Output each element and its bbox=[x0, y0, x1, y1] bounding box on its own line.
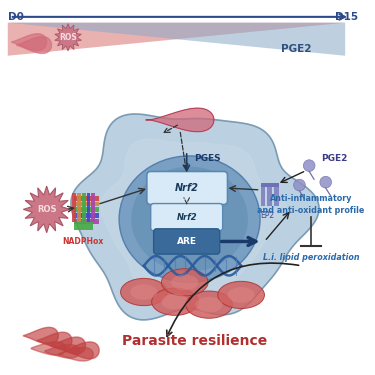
Bar bbox=[267, 185, 272, 207]
Circle shape bbox=[294, 179, 305, 191]
Polygon shape bbox=[100, 139, 286, 294]
Bar bbox=[74, 202, 99, 207]
Ellipse shape bbox=[171, 274, 198, 290]
Text: PGES: PGES bbox=[195, 154, 221, 164]
FancyBboxPatch shape bbox=[151, 204, 223, 231]
Text: L.i. lipid peroxidation: L.i. lipid peroxidation bbox=[263, 254, 360, 262]
Polygon shape bbox=[45, 345, 80, 358]
Polygon shape bbox=[12, 34, 46, 51]
Polygon shape bbox=[37, 332, 72, 349]
Ellipse shape bbox=[131, 166, 248, 272]
Ellipse shape bbox=[161, 294, 189, 309]
Bar bbox=[274, 185, 279, 207]
Bar bbox=[92, 193, 95, 222]
Bar bbox=[261, 185, 266, 207]
Ellipse shape bbox=[119, 156, 260, 282]
Text: Anti-inflammatory
and anti-oxidant profile: Anti-inflammatory and anti-oxidant profi… bbox=[258, 194, 365, 215]
Polygon shape bbox=[8, 23, 345, 56]
FancyBboxPatch shape bbox=[147, 171, 228, 204]
Ellipse shape bbox=[130, 284, 158, 300]
Bar bbox=[74, 196, 99, 201]
Text: PGE2: PGE2 bbox=[281, 44, 312, 54]
Ellipse shape bbox=[152, 288, 198, 315]
Text: D15: D15 bbox=[334, 12, 358, 22]
Text: NADPHox: NADPHox bbox=[62, 237, 103, 246]
Ellipse shape bbox=[186, 291, 232, 318]
Ellipse shape bbox=[161, 268, 208, 296]
Text: ROS: ROS bbox=[59, 33, 77, 42]
Polygon shape bbox=[31, 342, 66, 355]
Polygon shape bbox=[8, 23, 345, 56]
Polygon shape bbox=[146, 108, 214, 132]
Bar bbox=[74, 207, 99, 212]
Text: ARE: ARE bbox=[177, 237, 197, 246]
Text: Parasite resilience: Parasite resilience bbox=[122, 334, 267, 348]
Polygon shape bbox=[58, 348, 93, 361]
Text: PGE2: PGE2 bbox=[321, 154, 347, 164]
Polygon shape bbox=[16, 37, 51, 54]
Bar bbox=[74, 219, 99, 224]
Circle shape bbox=[320, 176, 332, 188]
Bar bbox=[72, 193, 76, 222]
Polygon shape bbox=[23, 327, 58, 344]
Ellipse shape bbox=[218, 281, 264, 309]
Text: D0: D0 bbox=[8, 12, 24, 22]
Text: Nrf2: Nrf2 bbox=[176, 213, 197, 222]
Bar bbox=[261, 183, 279, 187]
Polygon shape bbox=[23, 186, 70, 233]
Polygon shape bbox=[51, 337, 86, 354]
Circle shape bbox=[303, 160, 315, 171]
Ellipse shape bbox=[195, 297, 223, 312]
Bar bbox=[74, 222, 93, 230]
Text: ROS: ROS bbox=[37, 205, 56, 214]
Bar bbox=[74, 213, 99, 218]
FancyBboxPatch shape bbox=[154, 229, 220, 254]
Ellipse shape bbox=[120, 278, 167, 306]
Ellipse shape bbox=[228, 287, 255, 303]
PathPatch shape bbox=[71, 114, 319, 320]
Polygon shape bbox=[64, 342, 99, 359]
Text: EP2: EP2 bbox=[260, 211, 274, 220]
Bar bbox=[82, 193, 86, 222]
Polygon shape bbox=[55, 24, 81, 51]
Text: Nrf2: Nrf2 bbox=[175, 183, 199, 193]
Bar bbox=[77, 193, 81, 222]
Bar bbox=[87, 193, 90, 222]
